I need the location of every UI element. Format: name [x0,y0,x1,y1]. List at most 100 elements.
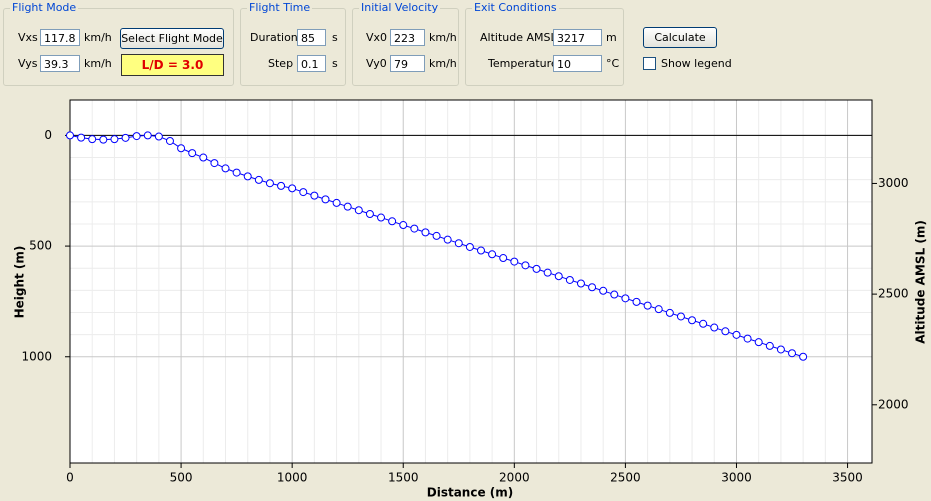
unit: km/h [84,57,112,70]
unit: km/h [84,31,112,44]
data-point [410,224,419,233]
label: Vx0 [366,31,388,44]
x-tick-label: 2000 [499,471,530,485]
data-point [210,159,219,168]
data-point [77,133,86,142]
data-point [665,308,674,317]
data-point [543,268,552,277]
data-point [221,164,230,173]
unit: °C [606,57,620,70]
label: Duration [250,31,298,44]
unit: km/h [429,31,457,44]
data-point [354,206,363,215]
plot-frame [69,99,873,464]
x-tick-label: 2500 [610,471,641,485]
data-point [799,352,808,361]
y-tick-label: 0 [44,128,52,142]
data-point [132,132,141,141]
data-point [688,316,697,325]
ld-badge: L/D = 3.0 [121,54,224,76]
data-point [499,254,508,263]
group: Flight Mode Vxs 117.8 km/h Vys 39.3 km/h… [3,1,234,86]
data-point [288,184,297,193]
x-tick-label: 1000 [277,471,308,485]
data-point [754,338,763,347]
data-point [254,175,263,184]
label: Altitude AMSL [480,31,557,44]
input[interactable]: 117.8 [40,29,80,46]
y2-tick-label: 2500 [878,287,909,301]
group: Initial Velocity Vx0 223 km/h Vy0 79 km/… [352,1,459,86]
unit: m [606,31,617,44]
x-tick-label: 500 [170,471,193,485]
group-title: Initial Velocity [359,1,441,14]
calculate-button[interactable]: Calculate [643,27,717,48]
data-point [532,264,541,273]
data-point [454,239,463,248]
data-point [510,257,519,266]
y-tick-label: 500 [29,239,52,253]
data-point [265,179,274,188]
data-point [610,290,619,299]
data-point [643,301,652,310]
x-tick-label: 3500 [832,471,863,485]
x-tick-label: 3000 [721,471,752,485]
data-point [743,334,752,343]
data-point [310,191,319,200]
label: Step [268,57,294,70]
data-point [188,149,197,158]
data-point [521,261,530,270]
data-point [488,250,497,259]
data-point [599,286,608,295]
data-point [232,168,241,177]
input[interactable]: 79 [390,55,425,72]
data-point [443,235,452,244]
data-point [332,198,341,207]
input[interactable]: 10 [553,55,602,72]
input[interactable]: 0.1 [297,55,326,72]
data-point [554,272,563,281]
data-point [299,188,308,197]
data-point [388,217,397,226]
data-point [588,283,597,292]
data-point [99,135,108,144]
checkbox-label[interactable]: Show legend [661,57,732,70]
input[interactable]: 223 [390,29,425,46]
data-point [476,246,485,255]
data-point [343,202,352,211]
input[interactable]: 85 [297,29,326,46]
unit: km/h [429,57,457,70]
label: Vys [18,57,38,70]
data-point [243,172,252,181]
data-point [765,341,774,350]
input[interactable]: 39.3 [40,55,80,72]
group-title: Flight Time [247,1,313,14]
data-point [88,135,97,144]
data-point [143,131,152,140]
data-point [66,131,74,140]
checkbox[interactable] [643,57,656,70]
data-point [277,181,286,190]
label: Vy0 [366,57,387,70]
data-point [465,242,474,251]
data-point [199,153,208,162]
x-tick-label: 1500 [388,471,419,485]
data-point [654,305,663,314]
data-point [732,330,741,339]
data-point [699,319,708,328]
x-axis-title: Distance (m) [427,486,514,500]
data-point [565,275,574,284]
y2-tick-label: 3000 [878,176,909,190]
group-title: Exit Conditions [472,1,559,14]
data-point [399,221,408,230]
unit: s [332,31,338,44]
input[interactable]: 3217 [553,29,602,46]
select-mode-button[interactable]: Select Flight Mode [120,28,224,49]
data-point [576,279,585,288]
data-point [676,312,685,321]
y2-axis-title: Altitude AMSL (m) [914,220,928,344]
data-point [365,209,374,218]
y-axis-title: Height (m) [13,246,27,319]
data-point [632,297,641,306]
